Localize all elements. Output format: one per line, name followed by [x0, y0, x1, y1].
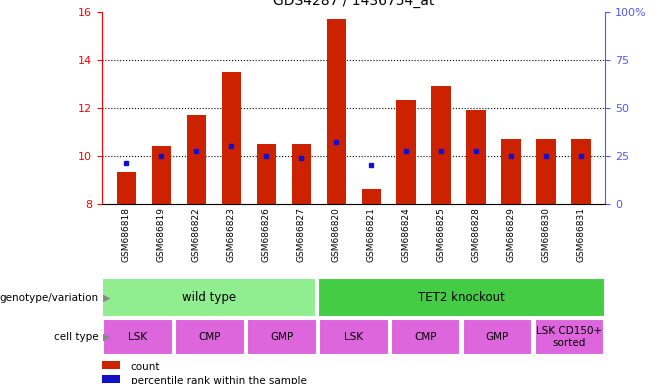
- Bar: [391, 319, 461, 355]
- Bar: [102, 361, 120, 369]
- Text: GSM686818: GSM686818: [122, 207, 131, 262]
- Bar: [467, 110, 486, 204]
- Text: LSK CD150+
sorted: LSK CD150+ sorted: [536, 326, 603, 348]
- Bar: [432, 86, 451, 204]
- Bar: [247, 319, 316, 355]
- Text: GMP: GMP: [270, 332, 293, 342]
- Bar: [175, 319, 245, 355]
- Text: CMP: CMP: [415, 332, 437, 342]
- Text: GSM686827: GSM686827: [297, 207, 306, 262]
- Bar: [152, 146, 171, 204]
- Text: percentile rank within the sample: percentile rank within the sample: [131, 376, 307, 384]
- Text: LSK: LSK: [344, 332, 363, 342]
- Bar: [571, 139, 590, 204]
- Text: GSM686828: GSM686828: [472, 207, 480, 262]
- Text: GMP: GMP: [486, 332, 509, 342]
- Bar: [222, 71, 241, 204]
- Bar: [117, 172, 136, 204]
- Text: ▶: ▶: [103, 293, 111, 303]
- Text: GSM686820: GSM686820: [332, 207, 341, 262]
- Bar: [318, 319, 389, 355]
- Text: GSM686824: GSM686824: [401, 207, 411, 262]
- Text: CMP: CMP: [199, 332, 221, 342]
- Text: GSM686821: GSM686821: [367, 207, 376, 262]
- Text: GSM686819: GSM686819: [157, 207, 166, 262]
- Bar: [361, 189, 381, 204]
- Text: GSM686825: GSM686825: [436, 207, 445, 262]
- Text: count: count: [131, 362, 161, 372]
- Text: LSK: LSK: [128, 332, 147, 342]
- Text: GSM686822: GSM686822: [192, 207, 201, 262]
- Text: GSM686823: GSM686823: [227, 207, 236, 262]
- Text: GSM686830: GSM686830: [542, 207, 551, 262]
- Text: wild type: wild type: [182, 291, 236, 304]
- Text: ▶: ▶: [103, 332, 111, 342]
- Bar: [463, 319, 532, 355]
- Bar: [501, 139, 520, 204]
- Bar: [397, 100, 416, 204]
- Text: genotype/variation: genotype/variation: [0, 293, 99, 303]
- Text: GSM686829: GSM686829: [507, 207, 515, 262]
- Bar: [103, 319, 173, 355]
- Bar: [536, 139, 555, 204]
- Text: cell type: cell type: [54, 332, 99, 342]
- Bar: [257, 144, 276, 204]
- Text: TET2 knockout: TET2 knockout: [418, 291, 505, 304]
- Bar: [318, 278, 605, 317]
- Bar: [326, 19, 346, 204]
- Bar: [534, 319, 604, 355]
- Title: GDS4287 / 1436754_at: GDS4287 / 1436754_at: [273, 0, 434, 8]
- Bar: [291, 144, 311, 204]
- Bar: [102, 375, 120, 382]
- Bar: [102, 278, 316, 317]
- Bar: [187, 115, 206, 204]
- Text: GSM686826: GSM686826: [262, 207, 271, 262]
- Text: GSM686831: GSM686831: [576, 207, 586, 262]
